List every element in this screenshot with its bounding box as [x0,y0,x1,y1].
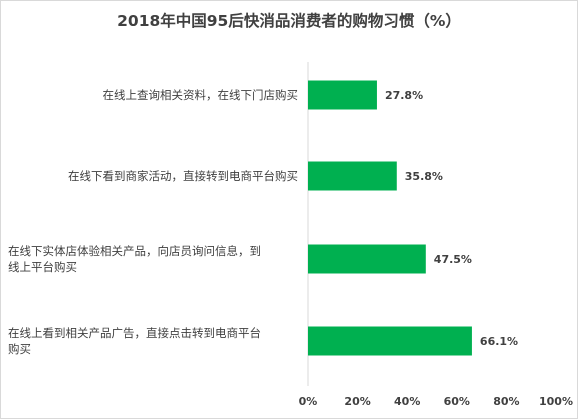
data-label: 47.5% [434,253,472,266]
category-label: 购买 [8,342,31,356]
category-label: 在线下看到商家活动，直接转到电商平台购买 [68,169,298,183]
x-tick-label: 20% [344,395,370,408]
category-label: 在线上看到相关产品广告，直接点击转到电商平台 [8,326,261,340]
x-tick-label: 0% [299,395,318,408]
category-label: 线上平台购买 [8,260,77,274]
x-tick-label: 80% [493,395,519,408]
data-label: 66.1% [480,335,518,348]
x-tick-label: 40% [394,395,420,408]
data-label: 35.8% [405,170,443,183]
bar [308,244,426,274]
x-tick-label: 60% [444,395,470,408]
bar [308,326,472,356]
bar [308,161,397,191]
data-label: 27.8% [385,89,423,102]
bar [308,80,377,110]
x-tick-label: 100% [539,395,573,408]
chart-title: 2018年中国95后快消品消费者的购物习惯（%） [117,12,461,30]
category-label: 在线上查询相关资料，在线下门店购买 [103,88,299,102]
category-label: 在线下实体店体验相关产品，向店员询问信息，到 [8,244,261,258]
